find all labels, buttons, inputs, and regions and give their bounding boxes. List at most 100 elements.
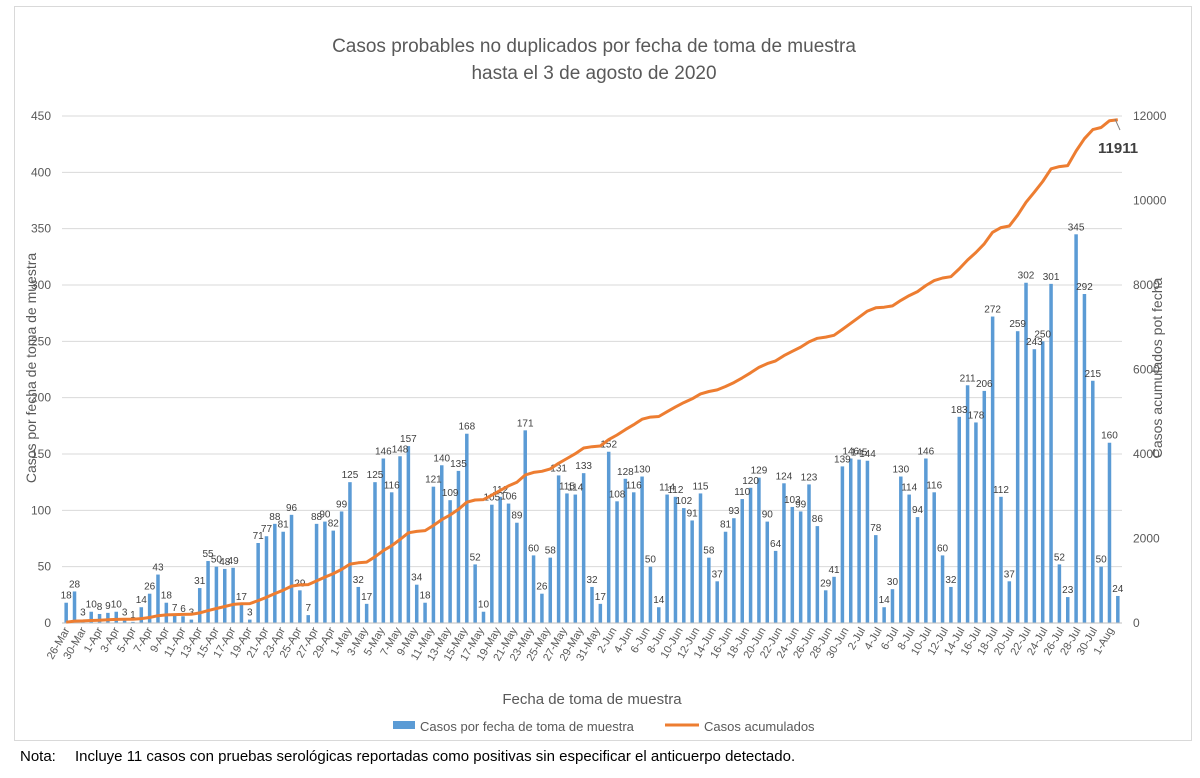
bar — [840, 466, 845, 623]
bar-data-label: 18 — [161, 591, 173, 602]
bar-data-label: 88 — [269, 512, 281, 523]
right-axis-ticks: 0 2000 4000 6000 8000 10000 12000 — [1133, 109, 1167, 630]
bar — [690, 520, 694, 623]
bar — [648, 566, 653, 623]
bar-data-label: 116 — [626, 480, 642, 491]
bar — [289, 514, 294, 623]
bar-data-label: 52 — [470, 552, 482, 563]
bar-data-label: 52 — [1054, 552, 1066, 563]
bar-data-label: 157 — [400, 434, 417, 445]
bar — [606, 451, 611, 623]
bar-data-label: 140 — [433, 453, 450, 464]
bar-data-label: 99 — [795, 499, 807, 510]
bar — [498, 496, 502, 623]
right-tick-label: 8000 — [1133, 278, 1160, 292]
bar — [682, 508, 686, 623]
bar — [940, 555, 945, 623]
left-axis-ticks: 0 50 100 150 200 250 300 350 400 450 — [31, 109, 51, 630]
bar-data-label: 41 — [828, 565, 840, 576]
bar-data-label: 55 — [203, 549, 215, 560]
bar-data-label: 130 — [892, 465, 909, 476]
bar — [890, 589, 895, 623]
bar — [932, 492, 936, 623]
bar-data-label: 146 — [842, 447, 859, 458]
bar — [197, 588, 202, 623]
left-tick-label: 150 — [31, 447, 51, 461]
bar-data-label: 301 — [1043, 272, 1060, 283]
bar — [665, 494, 669, 623]
bar-data-label: 10 — [86, 600, 98, 611]
bar — [598, 603, 603, 623]
bar-data-label: 50 — [645, 555, 657, 566]
bar-data-label: 183 — [951, 405, 968, 416]
bar-data-label: 135 — [450, 459, 467, 470]
bar — [565, 493, 569, 623]
bar — [515, 522, 519, 623]
bar — [832, 576, 836, 623]
bar — [882, 607, 886, 623]
bar — [748, 487, 753, 623]
chart-title-line-2: hasta el 3 de agosto de 2020 — [471, 63, 716, 84]
bar — [298, 590, 302, 623]
chart-title-line-1: Casos probables no duplicados por fecha … — [332, 36, 856, 57]
bar — [657, 607, 661, 623]
left-tick-label: 100 — [31, 503, 51, 517]
bar-data-label: 145 — [851, 448, 868, 459]
bar-data-label: 43 — [152, 563, 164, 574]
bar — [106, 612, 110, 623]
bar-data-label: 89 — [511, 511, 523, 522]
bar — [865, 460, 870, 623]
bar — [1099, 566, 1103, 623]
bar-data-label: 215 — [1084, 369, 1101, 380]
bar-data-label: 123 — [801, 472, 818, 483]
bar-data-label: 160 — [1101, 431, 1118, 442]
bar-data-label: 139 — [834, 454, 851, 465]
bar-data-label: 17 — [595, 592, 607, 603]
bar — [815, 526, 820, 623]
bar-data-label: 96 — [286, 503, 298, 514]
bar — [465, 433, 469, 623]
bar-data-label: 9 — [105, 601, 111, 612]
bar — [540, 593, 544, 623]
bar-data-label: 115 — [559, 481, 575, 492]
bar-data-label: 29 — [820, 578, 832, 589]
bar — [1057, 564, 1062, 623]
bar-data-label: 128 — [617, 467, 634, 478]
bar — [239, 603, 244, 623]
bar-data-label: 131 — [550, 463, 567, 474]
bar-data-label: 99 — [336, 499, 348, 510]
bar — [456, 470, 461, 623]
left-tick-label: 350 — [31, 222, 51, 236]
bar-data-label: 60 — [937, 543, 949, 554]
left-tick-label: 300 — [31, 278, 51, 292]
bar — [807, 484, 811, 623]
bar-data-label: 6 — [180, 604, 186, 615]
bar-data-label: 18 — [61, 591, 73, 602]
bar — [189, 619, 194, 623]
bar-data-label: 259 — [1009, 319, 1026, 330]
bar — [264, 536, 269, 623]
bar-data-label: 3 — [80, 608, 86, 619]
bar-data-label: 34 — [411, 573, 423, 584]
bar — [440, 465, 444, 623]
bar-data-label: 206 — [976, 379, 993, 390]
bar-data-label: 17 — [361, 592, 373, 603]
bar — [306, 615, 310, 623]
right-tick-label: 4000 — [1133, 447, 1160, 461]
bar — [773, 550, 778, 623]
chart-frame — [14, 6, 1192, 741]
bar — [89, 611, 93, 623]
bar — [1049, 283, 1053, 623]
x-axis-label: Fecha de toma de muestra — [502, 691, 682, 708]
left-tick-label: 450 — [31, 109, 51, 123]
bar — [1024, 282, 1028, 623]
bar — [631, 492, 636, 623]
bar — [97, 613, 102, 623]
bar-data-label: 90 — [762, 510, 774, 521]
bar — [206, 561, 210, 623]
right-tick-label: 2000 — [1133, 532, 1160, 546]
bar-data-label: 32 — [586, 575, 598, 586]
bar — [798, 511, 803, 623]
bar-data-label: 102 — [675, 496, 692, 507]
